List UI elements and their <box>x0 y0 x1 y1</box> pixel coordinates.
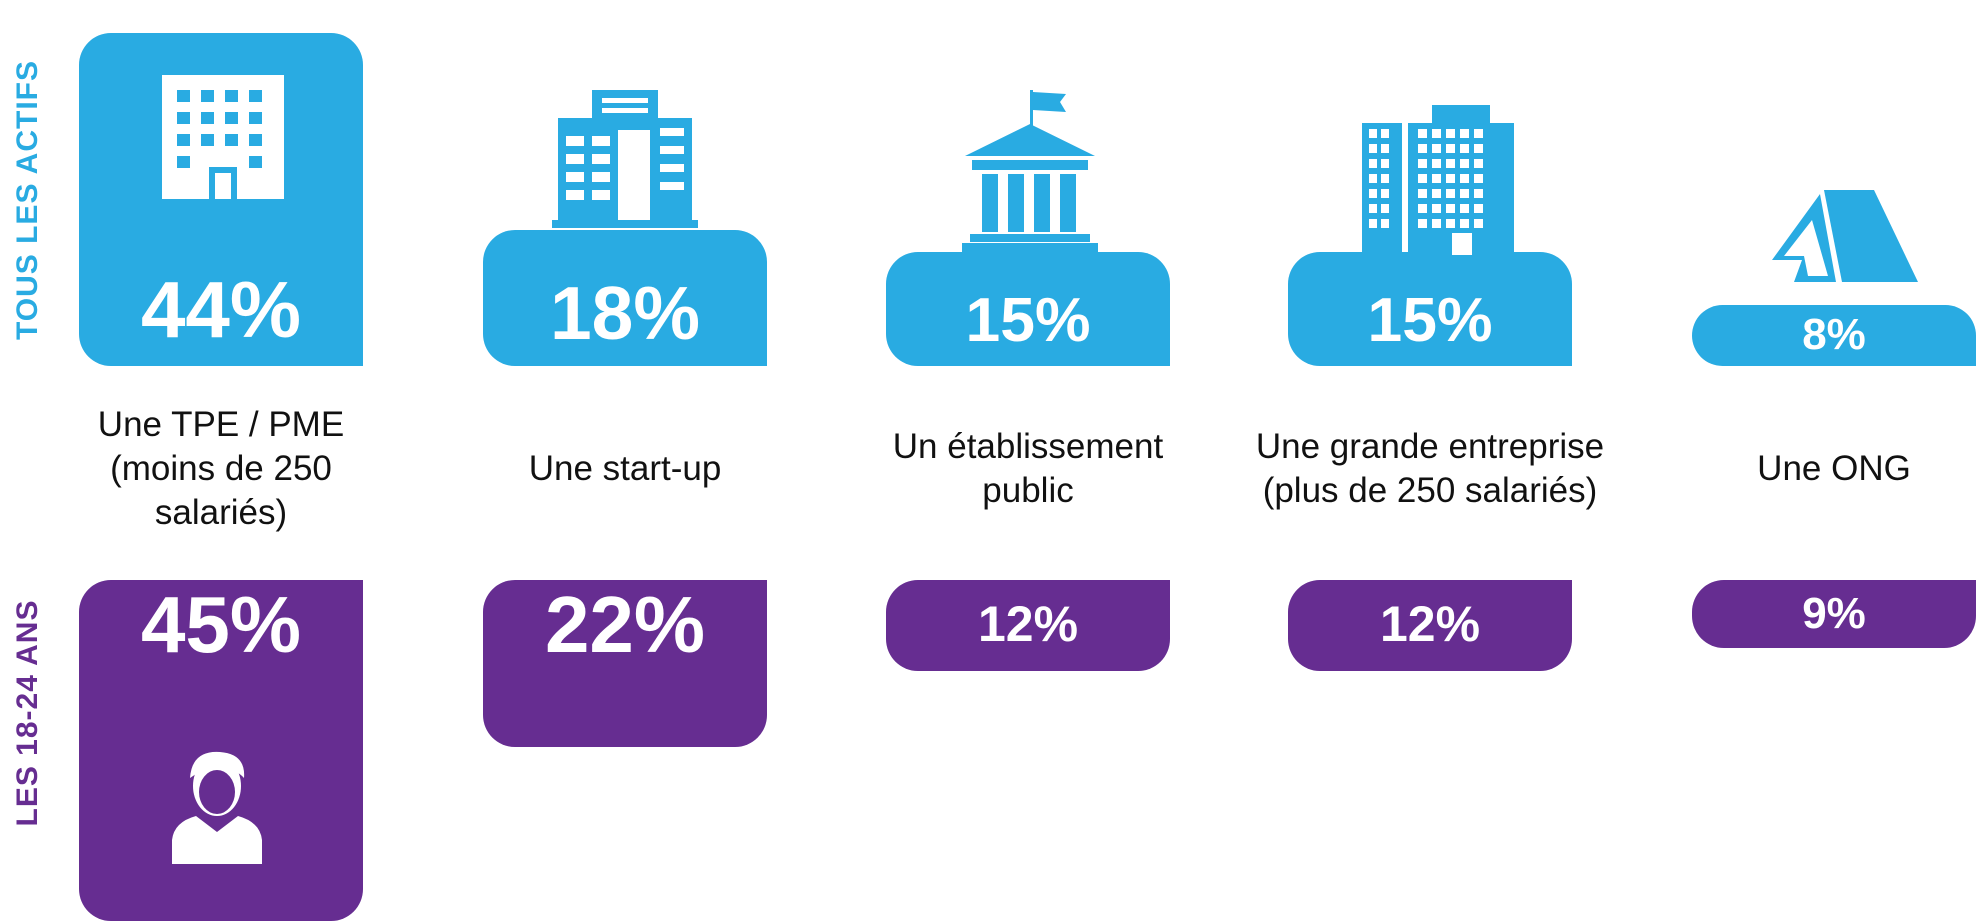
icon <box>1362 105 1514 255</box>
bar: 15% <box>1288 252 1572 366</box>
value-label: 12% <box>1380 596 1480 652</box>
icon <box>552 90 698 228</box>
category-label: Un établissement public <box>892 427 1164 510</box>
value-label: 44% <box>140 264 302 354</box>
icon <box>162 75 284 199</box>
bar: 15% <box>886 252 1170 366</box>
bar: 9% <box>1692 580 1976 649</box>
icon <box>962 90 1098 253</box>
bar: 18% <box>483 229 767 366</box>
bar: 12% <box>1288 580 1572 671</box>
icon <box>172 751 262 864</box>
value-label: 15% <box>1367 285 1493 356</box>
series-label: LES 18-24 ANS <box>11 599 44 827</box>
value-label: 18% <box>550 270 700 355</box>
category-label: Une grande entreprise (plus de 250 salar… <box>1255 427 1605 510</box>
value-label: 8% <box>1802 310 1866 360</box>
infographic: TOUS LES ACTIFS LES 18-24 ANS (() => { c… <box>11 32 1976 921</box>
series-label: TOUS LES ACTIFS <box>11 59 44 341</box>
value-label: 12% <box>978 596 1078 652</box>
bar: 12% <box>886 580 1170 671</box>
bar: 22% <box>483 580 767 747</box>
value-label: 15% <box>965 285 1091 356</box>
value-label: 22% <box>544 580 706 669</box>
bar: 8% <box>1692 305 1976 366</box>
icon <box>1772 190 1918 282</box>
value-label: 45% <box>140 580 302 669</box>
category-label: Une start-up <box>528 449 722 488</box>
category-label: Une TPE / PME (moins de 250 salariés) <box>97 405 345 532</box>
category-label: Une ONG <box>1757 449 1911 488</box>
value-label: 9% <box>1802 588 1866 638</box>
